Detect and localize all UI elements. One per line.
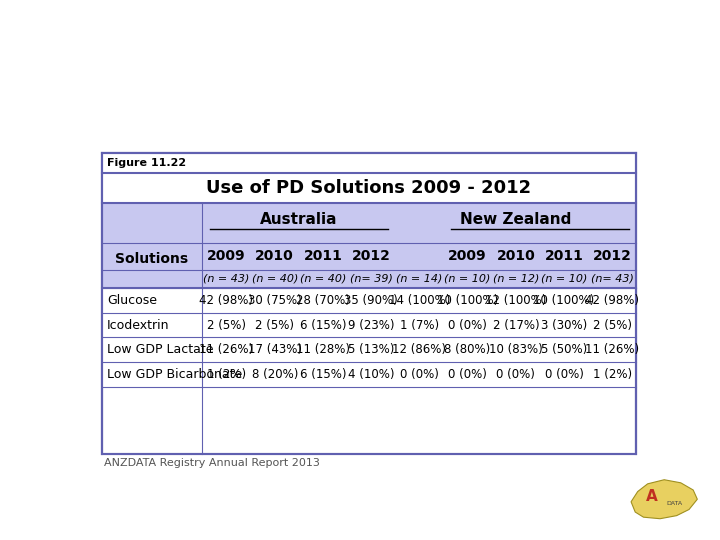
Text: 12 (100%): 12 (100%): [485, 294, 546, 307]
Text: 6 (15%): 6 (15%): [300, 319, 346, 332]
Text: 0 (0%): 0 (0%): [400, 368, 438, 381]
Text: Australia: Australia: [260, 212, 338, 227]
Text: 8 (20%): 8 (20%): [251, 368, 298, 381]
Text: 1 (2%): 1 (2%): [207, 368, 246, 381]
Text: 6 (15%): 6 (15%): [300, 368, 346, 381]
Text: 35 (90%): 35 (90%): [344, 294, 398, 307]
Text: Use of PD Solutions 2009 - 2012: Use of PD Solutions 2009 - 2012: [207, 179, 531, 197]
Text: 2011: 2011: [544, 249, 583, 263]
Text: 3 (30%): 3 (30%): [541, 319, 588, 332]
Text: (n= 39): (n= 39): [350, 274, 392, 284]
Text: Icodextrin: Icodextrin: [107, 319, 169, 332]
Text: 2011: 2011: [304, 249, 343, 263]
Bar: [102, 288, 636, 387]
Text: 2012: 2012: [593, 249, 631, 263]
Text: 2009: 2009: [449, 249, 487, 263]
Text: (n = 40): (n = 40): [251, 274, 298, 284]
Bar: [102, 173, 636, 202]
Text: 10 (100%): 10 (100%): [437, 294, 498, 307]
Text: 2012: 2012: [351, 249, 390, 263]
Text: A: A: [646, 489, 657, 504]
Text: 5 (50%): 5 (50%): [541, 343, 588, 356]
Text: (n = 14): (n = 14): [396, 274, 443, 284]
Text: 2 (17%): 2 (17%): [492, 319, 539, 332]
Text: 11 (26%): 11 (26%): [585, 343, 639, 356]
Text: ANZDATA Registry Annual Report 2013: ANZDATA Registry Annual Report 2013: [104, 458, 320, 468]
Text: 11 (26%): 11 (26%): [199, 343, 253, 356]
Text: 10 (100%): 10 (100%): [534, 294, 595, 307]
Text: Glucose: Glucose: [107, 294, 157, 307]
Text: Figure 11.22: Figure 11.22: [107, 158, 186, 168]
Text: Low GDP Bicarbonate: Low GDP Bicarbonate: [107, 368, 243, 381]
Text: 1 (7%): 1 (7%): [400, 319, 439, 332]
Text: 10 (83%): 10 (83%): [489, 343, 543, 356]
Text: (n= 43): (n= 43): [591, 274, 634, 284]
Bar: [102, 202, 636, 288]
Text: 2 (5%): 2 (5%): [255, 319, 294, 332]
Text: 17 (43%): 17 (43%): [248, 343, 302, 356]
Polygon shape: [631, 480, 698, 519]
Text: Solutions: Solutions: [115, 252, 189, 266]
Text: (n = 10): (n = 10): [541, 274, 588, 284]
Text: 0 (0%): 0 (0%): [496, 368, 535, 381]
Text: Low GDP Lactate: Low GDP Lactate: [107, 343, 214, 356]
Bar: [102, 153, 636, 454]
Text: 4 (10%): 4 (10%): [348, 368, 395, 381]
Text: 8 (80%): 8 (80%): [444, 343, 491, 356]
Text: 5 (13%): 5 (13%): [348, 343, 395, 356]
Text: (n = 12): (n = 12): [492, 274, 539, 284]
Text: 0 (0%): 0 (0%): [448, 368, 487, 381]
Text: 1 (2%): 1 (2%): [593, 368, 632, 381]
Text: 0 (0%): 0 (0%): [544, 368, 583, 381]
Text: 2010: 2010: [497, 249, 535, 263]
Text: 42 (98%): 42 (98%): [585, 294, 639, 307]
Text: 30 (75%): 30 (75%): [248, 294, 302, 307]
Text: 2009: 2009: [207, 249, 246, 263]
Text: 11 (28%): 11 (28%): [296, 343, 350, 356]
Text: 28 (70%): 28 (70%): [296, 294, 350, 307]
Text: 9 (23%): 9 (23%): [348, 319, 395, 332]
Bar: [102, 153, 636, 173]
Text: (n = 40): (n = 40): [300, 274, 346, 284]
Text: 42 (98%): 42 (98%): [199, 294, 253, 307]
Text: 0 (0%): 0 (0%): [448, 319, 487, 332]
Text: 2010: 2010: [256, 249, 294, 263]
Text: 12 (86%): 12 (86%): [392, 343, 446, 356]
Text: (n = 10): (n = 10): [444, 274, 491, 284]
Text: New Zealand: New Zealand: [460, 212, 572, 227]
Bar: [102, 153, 636, 454]
Text: 2 (5%): 2 (5%): [207, 319, 246, 332]
Text: (n = 43): (n = 43): [203, 274, 250, 284]
Text: DATA: DATA: [666, 501, 682, 506]
Text: 2 (5%): 2 (5%): [593, 319, 631, 332]
Text: 14 (100%): 14 (100%): [389, 294, 450, 307]
